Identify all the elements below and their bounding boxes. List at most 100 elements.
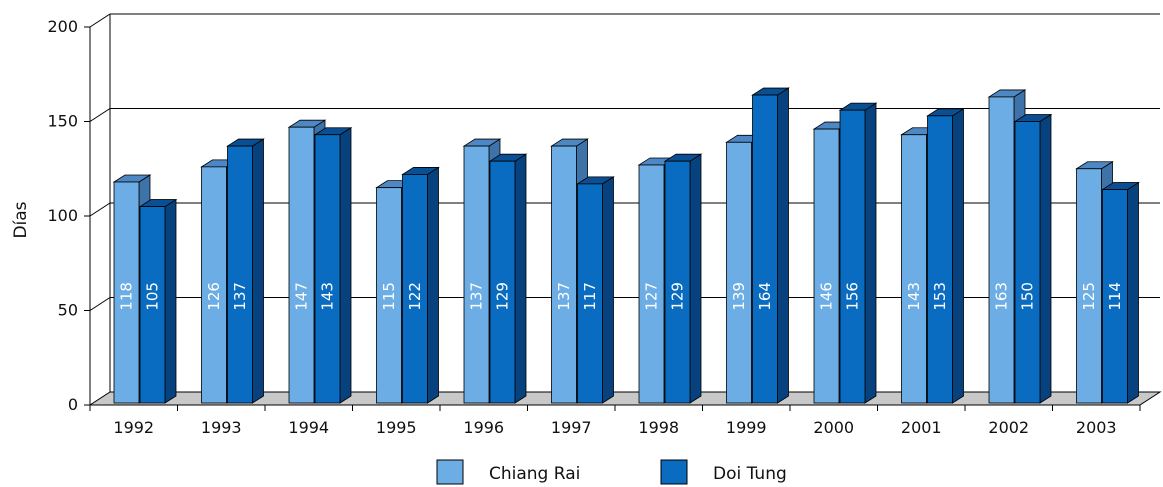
bar: 129	[663, 153, 703, 404]
bar-front	[752, 94, 778, 404]
x-tick-label: 1993	[201, 418, 242, 437]
bar-front	[901, 134, 927, 404]
bar: 150	[1013, 113, 1053, 404]
bar-front	[463, 145, 490, 404]
bar-front	[577, 183, 603, 404]
data-label: 125	[1080, 282, 1098, 311]
data-label: 137	[555, 282, 573, 311]
bars: 118 105 126 137 147 143 115 122 137 129 137 117 127 1…	[112, 87, 1140, 404]
data-label: 146	[818, 282, 836, 311]
data-label: 137	[468, 282, 486, 311]
data-label: 118	[118, 282, 136, 311]
x-tick-label: 1998	[638, 418, 679, 437]
x-tick-label: 1999	[726, 418, 767, 437]
data-label: 150	[1019, 282, 1037, 311]
gridlines	[89, 13, 1160, 392]
bar-side	[252, 138, 264, 404]
bar: 105	[138, 198, 178, 404]
bar-front	[489, 160, 516, 404]
bar-front	[726, 141, 752, 404]
legend-swatch	[436, 459, 464, 485]
bar-front	[927, 115, 953, 404]
data-label: 105	[144, 282, 162, 311]
bar: 114	[1101, 181, 1140, 404]
gridline-diagonal	[89, 202, 111, 217]
bar-front	[139, 206, 166, 404]
x-tick-label: 1996	[463, 418, 504, 437]
data-label: 122	[406, 282, 424, 311]
gridline-diagonal	[89, 108, 111, 122]
data-label: 156	[844, 282, 862, 311]
data-label: 147	[293, 282, 311, 311]
y-axis: 0 50 100 150 200	[47, 17, 91, 414]
bar-side	[777, 87, 789, 404]
data-label: 153	[931, 282, 949, 311]
bar-front	[988, 96, 1015, 404]
legend: Chiang Rai Doi Tung	[436, 459, 787, 485]
bar-front	[664, 160, 691, 404]
bar-side	[164, 198, 177, 404]
data-label: 163	[993, 282, 1011, 311]
x-tick-label: 1994	[288, 418, 329, 437]
bar-front	[839, 109, 866, 404]
bar-side	[1039, 113, 1052, 404]
y-axis-label: Días	[11, 201, 31, 238]
bar-front	[638, 164, 665, 404]
legend-label: Doi Tung	[713, 464, 787, 484]
data-label: 117	[581, 282, 599, 311]
x-tick-label: 2002	[988, 418, 1029, 437]
bar-front	[402, 174, 428, 404]
bar-front	[1076, 168, 1102, 404]
bar: 153	[926, 108, 965, 404]
bar-front	[1102, 189, 1128, 404]
data-label: 139	[730, 282, 748, 311]
legend-item: Doi Tung	[660, 459, 787, 485]
data-label: 137	[231, 282, 249, 311]
bar-side	[952, 108, 964, 404]
x-tick-label: 1995	[376, 418, 417, 437]
y-tick-label: 50	[58, 301, 78, 320]
y-tick-label: 200	[47, 17, 78, 36]
bar-side	[1127, 181, 1139, 404]
bar-side	[864, 102, 877, 404]
data-label: 115	[380, 282, 398, 311]
data-label: 164	[756, 282, 774, 311]
x-tick-label: 1997	[551, 418, 592, 437]
legend-swatch	[660, 459, 688, 485]
y-tick-label: 150	[47, 112, 78, 131]
x-tick-label: 2003	[1076, 418, 1117, 437]
data-label: 129	[494, 282, 512, 311]
bar-side	[602, 176, 614, 404]
bar: 117	[576, 176, 615, 404]
bar-front	[227, 145, 253, 404]
bar: 156	[838, 102, 878, 404]
gridline-diagonal	[89, 13, 111, 28]
data-label: 129	[669, 282, 687, 311]
bar-front	[551, 145, 577, 404]
y-tick-label: 0	[68, 395, 78, 414]
x-axis: 1992 1993 1994 1995 1996 1997 1998 1999 2000 2001…	[89, 405, 1141, 437]
bar-side	[689, 153, 702, 404]
bar-front	[813, 128, 840, 404]
bar: 122	[401, 166, 440, 404]
x-tick-label: 2001	[901, 418, 942, 437]
bar: 164	[751, 87, 790, 404]
data-label: 127	[643, 282, 661, 311]
x-tick-label: 1992	[113, 418, 154, 437]
bar-side	[427, 166, 439, 404]
data-label: 143	[319, 282, 337, 311]
legend-label: Chiang Rai	[489, 464, 580, 484]
bar-front	[1014, 121, 1041, 404]
bar-front	[288, 126, 315, 404]
bar-front	[376, 187, 402, 404]
bar-side	[514, 153, 527, 404]
y-tick-label: 100	[47, 206, 78, 225]
legend-item: Chiang Rai	[436, 459, 580, 485]
bar-front	[201, 166, 227, 404]
gridline-diagonal	[89, 297, 111, 311]
bar: 137	[226, 138, 265, 404]
data-label: 143	[905, 282, 923, 311]
data-label: 114	[1106, 282, 1124, 311]
x-tick-label: 2000	[813, 418, 854, 437]
